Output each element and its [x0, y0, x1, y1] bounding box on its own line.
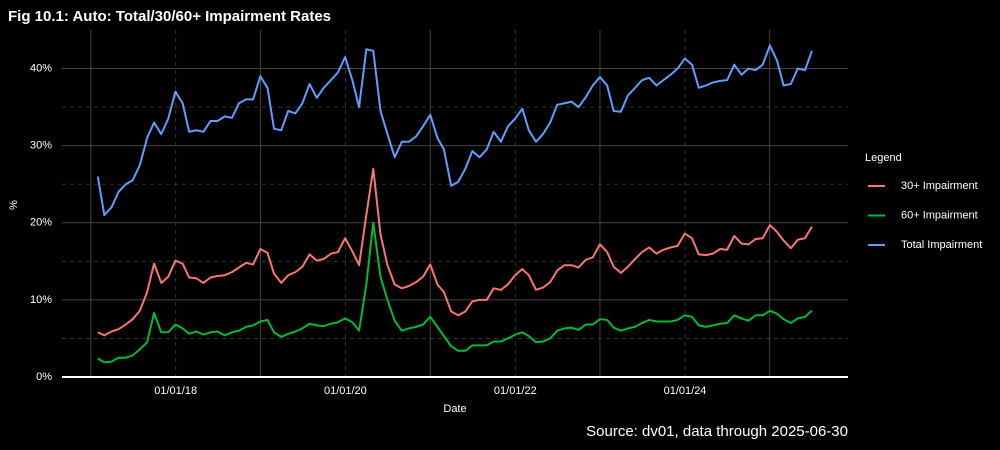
data-line [96, 44, 813, 217]
legend-title: Legend [865, 152, 902, 164]
legend-label: Total Impairment [901, 239, 982, 251]
legend-label: 30+ Impairment [901, 180, 978, 192]
y-axis-label: % [8, 200, 20, 210]
x-tick-label: 01/01/24 [664, 385, 707, 397]
y-tick-label: 10% [30, 294, 52, 306]
y-tick-label: 20% [30, 217, 52, 229]
x-tick-label: 01/01/22 [494, 385, 537, 397]
y-tick-label: 0% [36, 371, 52, 383]
legend-label: 60+ Impairment [901, 209, 978, 221]
caption: Source: dv01, data through 2025-06-30 [586, 423, 848, 440]
data-line [97, 167, 813, 337]
x-tick-label: 01/01/20 [324, 385, 367, 397]
y-tick-label: 30% [30, 140, 52, 152]
y-tick-label: 40% [30, 62, 52, 74]
x-axis-label: Date [443, 403, 466, 415]
chart-title: Fig 10.1: Auto: Total/30/60+ Impairment … [8, 8, 331, 25]
data-line [97, 221, 813, 364]
x-tick-label: 01/01/18 [154, 385, 197, 397]
